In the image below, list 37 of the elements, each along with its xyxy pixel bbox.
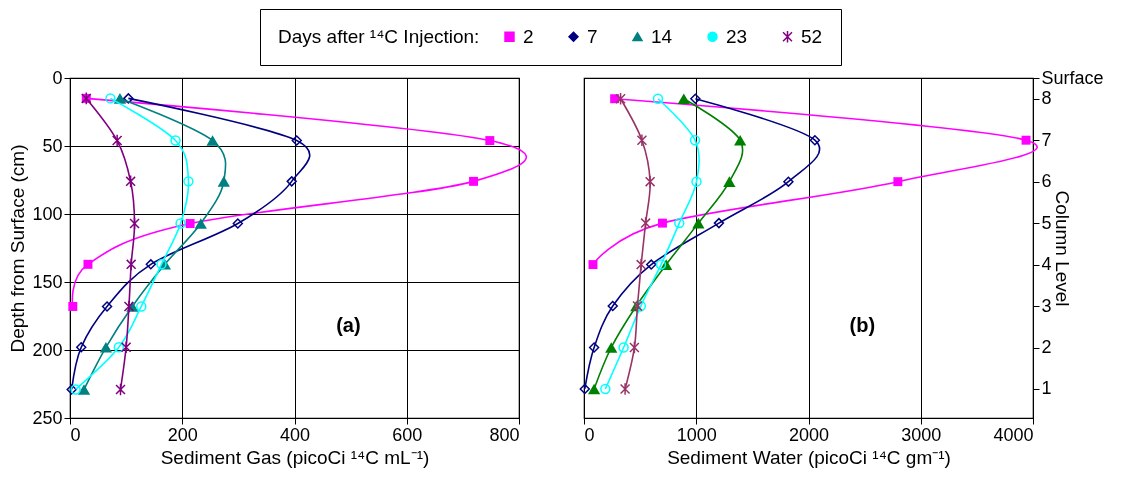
y-tick-label: 50 [42, 135, 63, 156]
x-tick-label: 0 [584, 424, 595, 445]
y-tick-label: 200 [32, 339, 63, 360]
y-axis-title: Depth from Surface (cm) [7, 144, 29, 353]
y2-tick-label: Surface [1041, 67, 1104, 88]
y2-tick-label: 1 [1041, 378, 1052, 399]
annotation: (a) [336, 314, 361, 337]
annotation: (b) [849, 314, 876, 337]
legend-title: Days after ¹⁴C Injection: [278, 26, 480, 47]
x-tick-label: 1000 [676, 424, 717, 445]
legend-label: 7 [587, 25, 598, 47]
y2-tick-label: 8 [1041, 88, 1052, 109]
x-tick-label: 600 [392, 424, 423, 445]
y-tick-label: 0 [52, 67, 63, 88]
legend-label: 2 [523, 25, 534, 47]
x-axis-title: Sediment Water (picoCi ¹⁴C gm⁻¹) [667, 446, 951, 468]
legend-label: 23 [726, 25, 748, 47]
y2-tick-label: 6 [1041, 171, 1052, 192]
y2-tick-label: 4 [1041, 254, 1052, 275]
x-tick-label: 200 [167, 424, 198, 445]
y2-axis-title: Column Level [1051, 190, 1073, 307]
legend-label: 14 [651, 25, 673, 47]
y-tick-label: 100 [32, 203, 63, 224]
y2-tick-label: 2 [1041, 337, 1052, 358]
y2-tick-label: 5 [1041, 212, 1052, 233]
x-tick-label: 2000 [788, 424, 830, 445]
y2-tick-label: 7 [1041, 129, 1052, 150]
x-tick-label: 3000 [901, 424, 942, 445]
legend-label: 52 [801, 25, 823, 47]
y-tick-label: 150 [32, 271, 63, 292]
y2-tick-label: 3 [1041, 295, 1052, 316]
x-tick-label: 800 [489, 424, 520, 445]
x-axis-title: Sediment Gas (picoCi ¹⁴C mL⁻¹) [160, 446, 430, 468]
x-tick-label: 4000 [993, 424, 1034, 445]
y-tick-label: 250 [32, 407, 63, 428]
x-tick-label: 400 [279, 424, 311, 445]
x-tick-label: 0 [70, 424, 81, 445]
